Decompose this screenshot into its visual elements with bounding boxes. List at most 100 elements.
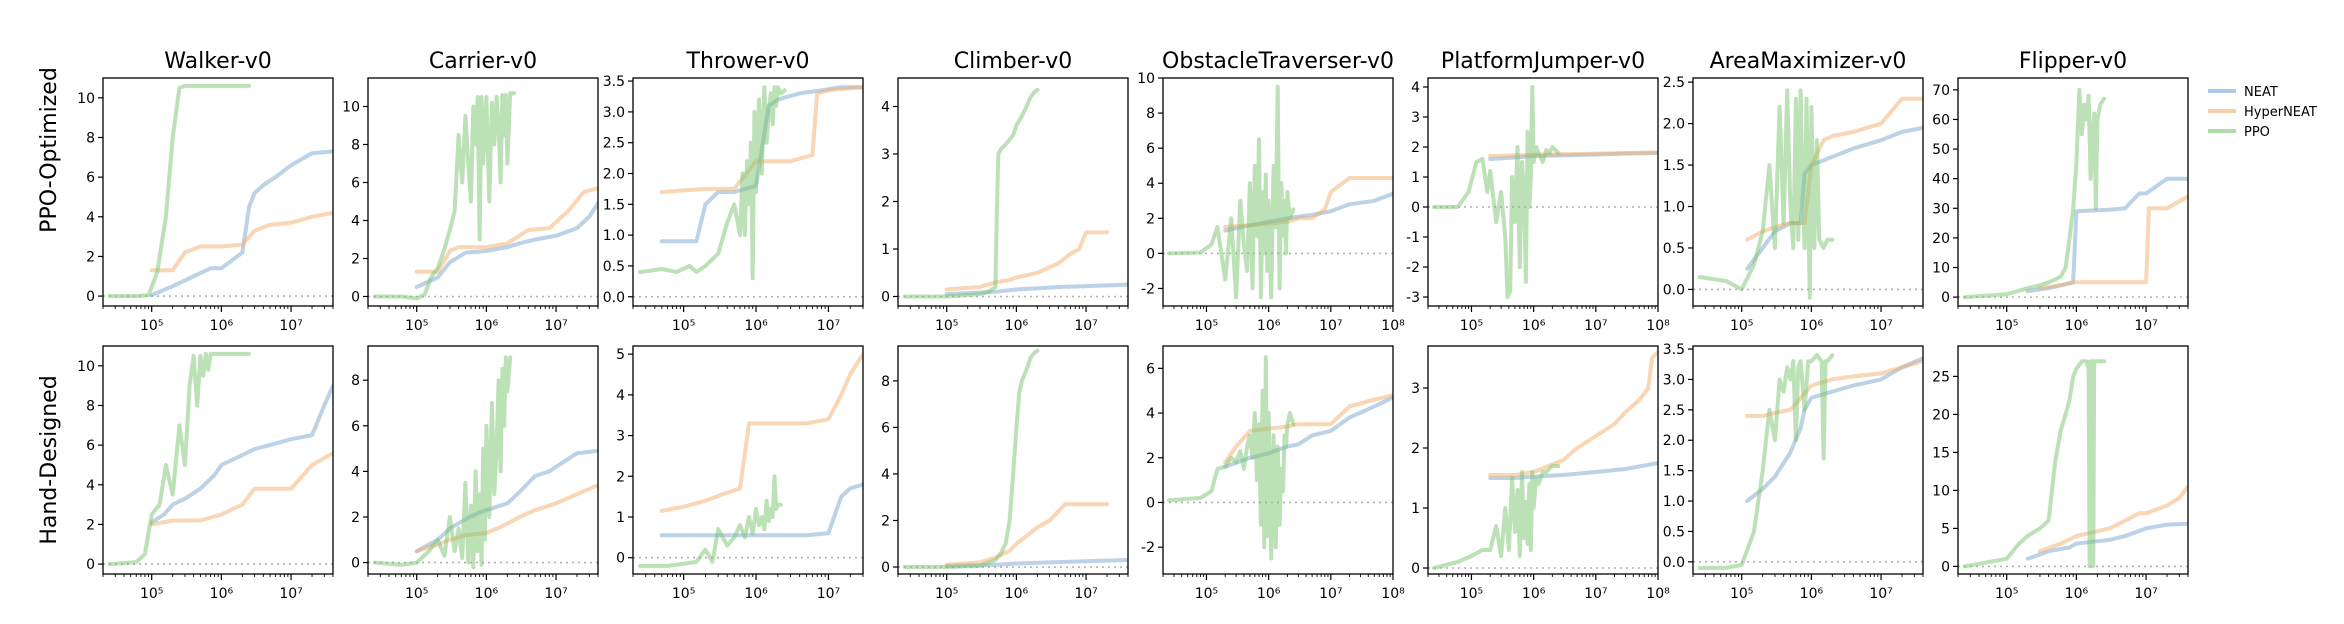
series-line-neat [149, 383, 333, 525]
x-tick-label: 10⁵ [935, 318, 958, 334]
y-tick-label: 70 [1932, 83, 1950, 99]
x-tick-label: 10⁵ [405, 318, 428, 334]
y-tick-label: 10 [1932, 261, 1950, 277]
y-tick-label: 10 [342, 100, 360, 116]
series-line-ppo [902, 87, 1040, 299]
x-tick-label: 10⁵ [405, 586, 428, 602]
y-tick-label: 2 [881, 513, 890, 529]
x-tick-label: 10⁷ [1869, 586, 1892, 602]
legend-label-hyperneat: HyperNEAT [2244, 105, 2317, 120]
y-tick-label: -2 [1406, 260, 1420, 276]
x-tick-label: 10⁵ [140, 318, 163, 334]
series-line-ppo [107, 351, 252, 567]
plot-frame [1162, 77, 1394, 307]
row-label-ppo-optimized: PPO-Optimized [37, 67, 62, 233]
y-tick-label: 3.0 [1663, 372, 1685, 388]
x-tick-label: 10⁸ [1646, 318, 1670, 334]
plot-frame [632, 345, 864, 575]
series-line-hyperneat [2037, 484, 2188, 554]
x-tick-label: 10⁷ [279, 318, 302, 334]
y-tick-label: 0 [1411, 561, 1420, 577]
plot-frame [632, 77, 864, 307]
row-label-hand-designed: Hand-Designed [37, 375, 62, 544]
legend-label-ppo: PPO [2244, 125, 2270, 140]
series-line-ppo [1962, 359, 2107, 569]
y-tick-label: 8 [86, 398, 95, 414]
x-tick-label: 10⁶ [475, 586, 499, 602]
series-line-hyperneat [1223, 393, 1393, 465]
subplot-2-5: -2 0 2 4 6 10⁵ 10⁶ 10⁷ 10⁸ [1141, 345, 1405, 602]
y-tick-label: -2 [1141, 540, 1155, 556]
series-line-ppo [1962, 87, 2107, 300]
subplot-2-7: 0.0 0.5 1.0 1.5 2.0 2.5 3.0 3.5 10⁵ 10⁶ 10⁷ [1663, 342, 1924, 602]
y-tick-label: 3.5 [603, 74, 625, 90]
plot-frame [1427, 77, 1659, 307]
series-line-ppo [638, 85, 787, 281]
y-tick-label: 2.5 [1663, 403, 1685, 419]
x-tick-label: 10⁵ [1195, 586, 1218, 602]
y-tick-label: 0.5 [1663, 524, 1685, 540]
y-tick-label: 3.0 [603, 105, 625, 121]
subplot-title: Climber-v0 [954, 49, 1073, 74]
y-tick-label: 0 [1146, 495, 1155, 511]
y-tick-label: 2 [86, 249, 95, 265]
y-tick-label: -3 [1406, 290, 1420, 306]
y-tick-label: 2.5 [603, 136, 625, 152]
x-tick-label: 10⁷ [1319, 318, 1342, 334]
y-tick-label: 2 [86, 517, 95, 533]
series-line-hyperneat [149, 451, 333, 527]
x-tick-label: 10⁷ [1869, 318, 1892, 334]
y-tick-label: 4 [1411, 80, 1420, 96]
subplot-title: Thrower-v0 [686, 49, 810, 74]
y-tick-label: 1.5 [1663, 464, 1685, 480]
y-tick-label: 0.5 [603, 259, 625, 275]
plot-frame [102, 345, 334, 575]
y-tick-label: 10 [77, 91, 95, 107]
y-tick-label: 30 [1932, 201, 1950, 217]
subplot-2-8: 0 5 10 15 20 25 10⁵ 10⁶ 10⁷ [1932, 345, 2189, 602]
series-line-hyperneat [1488, 150, 1658, 158]
x-tick-label: 10⁶ [1522, 318, 1546, 334]
series-line-hyperneat [1745, 359, 1923, 418]
y-tick-label: 6 [351, 419, 360, 435]
x-tick-label: 10⁶ [1800, 318, 1824, 334]
subplot-2-2: 0 2 4 6 8 10⁵ 10⁶ 10⁷ [351, 345, 599, 602]
y-tick-label: 6 [1146, 141, 1155, 157]
x-tick-label: 10⁷ [544, 318, 567, 334]
y-tick-label: 10 [1932, 483, 1950, 499]
x-tick-label: 10⁷ [1074, 586, 1097, 602]
y-tick-label: 15 [1932, 445, 1950, 461]
x-tick-label: 10⁶ [2065, 586, 2089, 602]
series-line-ppo [902, 348, 1040, 569]
y-tick-label: 1 [1411, 170, 1420, 186]
series-line-ppo [1432, 85, 1561, 299]
series-line-hyperneat [944, 230, 1109, 292]
y-tick-label: 2.0 [1663, 117, 1685, 133]
y-tick-label: 6 [86, 170, 95, 186]
y-tick-label: 3 [616, 429, 625, 445]
y-tick-label: 4 [86, 210, 95, 226]
y-tick-label: 3 [881, 147, 890, 163]
series-line-hyperneat [659, 85, 863, 194]
y-tick-label: 0 [1411, 200, 1420, 216]
y-tick-label: 0 [881, 560, 890, 576]
y-tick-label: 8 [86, 130, 95, 146]
subplot-title: ObstacleTraverser-v0 [1162, 49, 1394, 74]
y-tick-label: 1.0 [1663, 200, 1685, 216]
series-line-ppo [372, 91, 517, 301]
y-tick-label: 0 [351, 290, 360, 306]
y-tick-label: 4 [86, 478, 95, 494]
y-tick-label: 0 [1941, 290, 1950, 306]
y-tick-label: 0 [881, 290, 890, 306]
y-tick-label: 2.0 [603, 167, 625, 183]
x-tick-label: 10⁵ [1460, 586, 1483, 602]
y-tick-label: 0.0 [1663, 555, 1685, 571]
x-tick-label: 10⁵ [1995, 318, 2018, 334]
y-tick-label: 2 [616, 469, 625, 485]
x-tick-label: 10⁷ [817, 318, 840, 334]
x-tick-label: 10⁷ [1319, 586, 1342, 602]
y-tick-label: 0.5 [1663, 241, 1685, 257]
x-tick-label: 10⁸ [1646, 586, 1670, 602]
y-tick-label: 4 [881, 467, 890, 483]
y-tick-label: 0.0 [603, 290, 625, 306]
